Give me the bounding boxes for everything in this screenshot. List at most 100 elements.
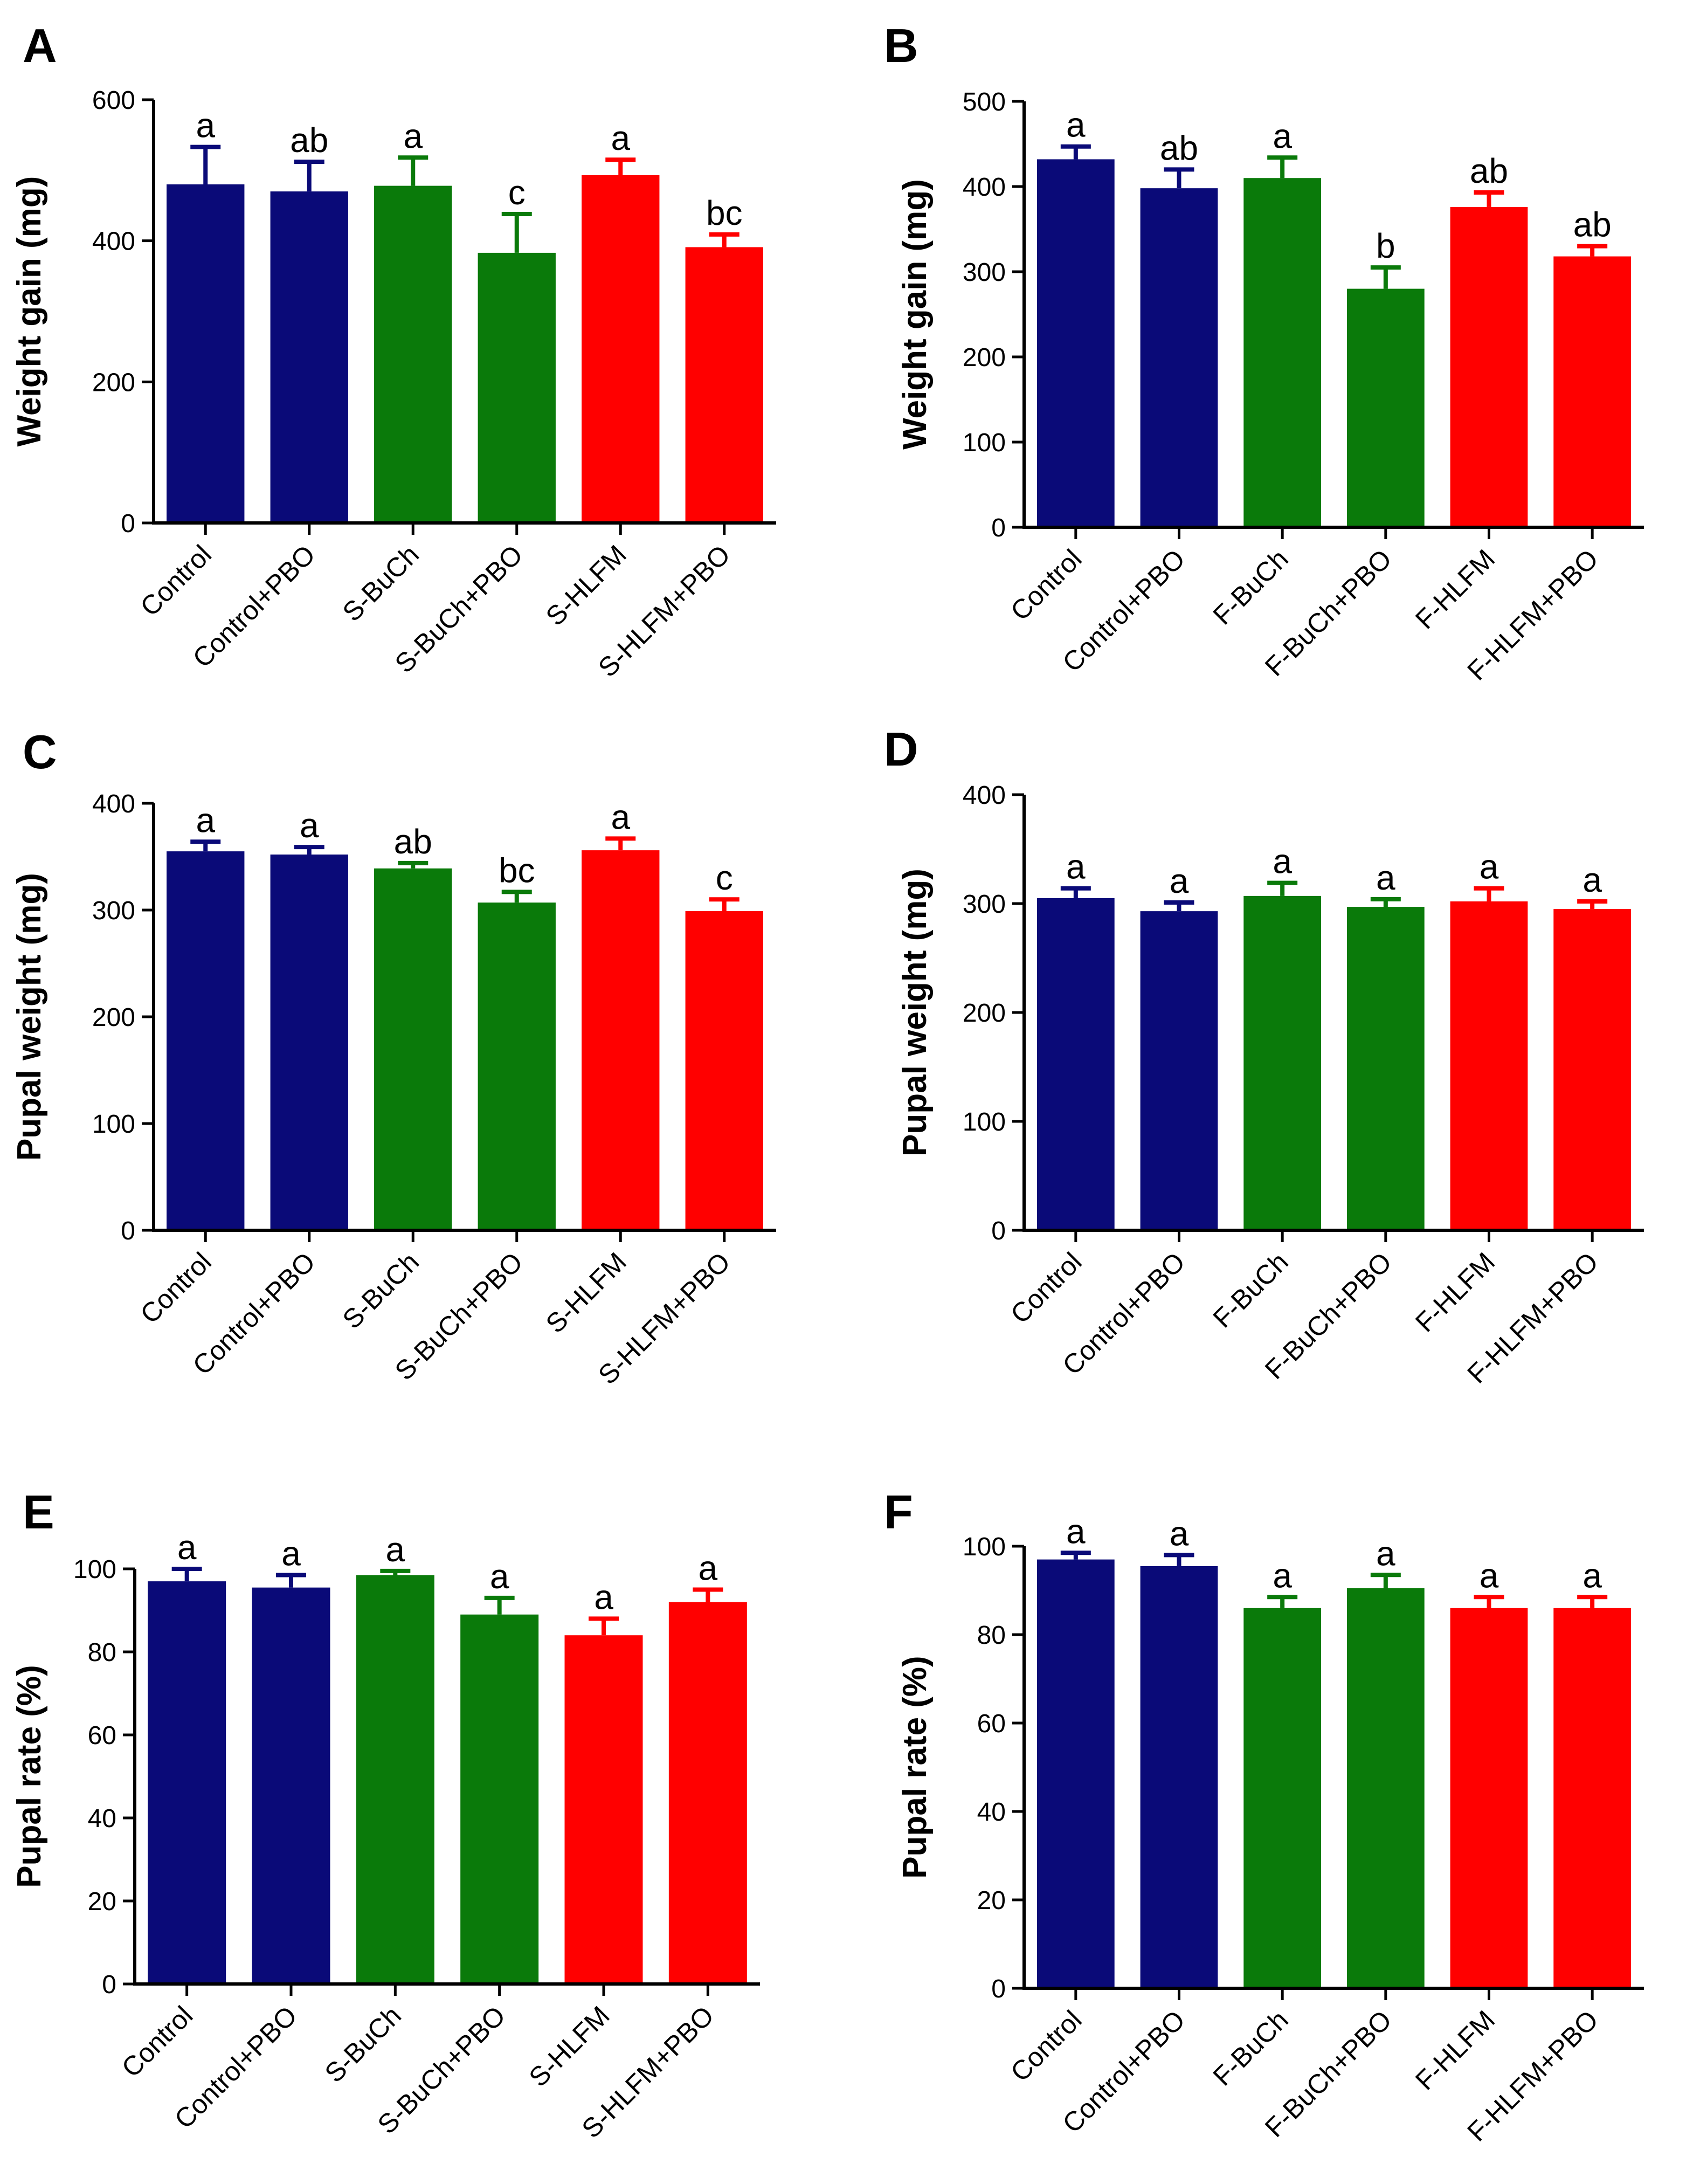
y-tick-label: 40 [977, 1798, 1006, 1827]
bar [1036, 898, 1115, 1230]
panel-letter: A [23, 19, 57, 72]
significance-letter: a [594, 1577, 613, 1616]
y-axis-label: Pupal weight (mg) [896, 869, 934, 1156]
y-tick-label: 200 [92, 1003, 135, 1032]
bar [1346, 1588, 1425, 1988]
significance-letter: ab [290, 121, 328, 160]
significance-letter: a [1066, 106, 1086, 144]
bar [356, 1575, 434, 1984]
y-tick-label: 200 [963, 999, 1006, 1028]
bar [478, 252, 556, 523]
bar [167, 851, 245, 1230]
y-tick-label: 20 [977, 1886, 1006, 1915]
y-tick-label: 60 [88, 1721, 116, 1750]
significance-letter: a [281, 1534, 301, 1573]
x-tick-label: Control [1005, 543, 1088, 626]
significance-letter: a [490, 1557, 509, 1596]
significance-letter: a [1273, 1556, 1292, 1595]
y-tick-label: 500 [963, 88, 1006, 116]
significance-letter: a [611, 119, 630, 157]
significance-letter: a [1480, 848, 1499, 886]
y-tick-label: 300 [963, 890, 1006, 919]
y-tick-label: 100 [963, 429, 1006, 457]
bar [1450, 206, 1528, 527]
bar [148, 1581, 226, 1984]
bar [374, 185, 452, 523]
x-tick-label: Control [134, 1246, 217, 1329]
bar [582, 850, 660, 1230]
x-tick-label: S-HLFM [523, 2000, 616, 2092]
bar [167, 184, 245, 523]
significance-letter: a [699, 1549, 718, 1588]
y-tick-label: 0 [121, 1217, 135, 1245]
panel-letter: C [23, 725, 57, 778]
bar [1450, 1608, 1528, 1988]
y-axis-label: Pupal weight (mg) [11, 873, 48, 1161]
significance-letter: a [196, 106, 215, 145]
panel-letter: E [23, 1485, 54, 1539]
significance-letter: a [1170, 1514, 1189, 1553]
y-tick-label: 40 [88, 1804, 116, 1833]
bar [460, 1614, 539, 1984]
x-tick-label: Control [1005, 2004, 1088, 2087]
y-tick-label: 60 [977, 1710, 1006, 1738]
bar [1553, 256, 1632, 527]
significance-letter: a [611, 797, 630, 836]
significance-letter: a [1273, 842, 1292, 881]
significance-letter: a [1066, 1512, 1086, 1551]
y-tick-label: 100 [92, 1110, 135, 1139]
bar [564, 1635, 643, 1984]
bar [1140, 1566, 1218, 1988]
axis-lines [133, 1569, 760, 1986]
x-tick-label: Control [1005, 1246, 1088, 1329]
panel-letter: B [884, 19, 918, 72]
significance-letter: a [1066, 848, 1086, 886]
significance-letter: bc [499, 851, 535, 890]
y-tick-label: 400 [92, 790, 135, 818]
x-tick-label: S-BuCh [319, 2000, 407, 2088]
bar [374, 868, 452, 1230]
significance-letter: c [508, 173, 526, 212]
significance-letter: bc [706, 194, 743, 232]
x-tick-label: S-BuCh [337, 1246, 425, 1334]
significance-letter: a [177, 1528, 197, 1567]
y-tick-label: 100 [963, 1108, 1006, 1136]
x-tick-label: F-HLFM [1409, 543, 1501, 635]
x-tick-label: Control [116, 2000, 199, 2083]
axis-lines [152, 803, 776, 1232]
bar [252, 1587, 330, 1984]
y-tick-label: 20 [88, 1887, 116, 1916]
y-tick-label: 400 [92, 228, 135, 256]
significance-letter: c [716, 858, 733, 897]
y-tick-label: 300 [963, 258, 1006, 287]
significance-letter: a [386, 1530, 405, 1569]
significance-letter: ab [1573, 205, 1612, 244]
bar [1036, 159, 1115, 527]
bar [1140, 911, 1218, 1230]
y-tick-label: 200 [963, 343, 1006, 372]
bar [1036, 1559, 1115, 1988]
bar [1553, 909, 1632, 1230]
significance-letter: ab [1470, 151, 1508, 190]
y-tick-label: 400 [963, 173, 1006, 202]
significance-letter: a [1582, 1556, 1602, 1595]
significance-letter: a [1376, 858, 1395, 897]
y-tick-label: 0 [991, 1975, 1006, 2003]
bar [270, 855, 348, 1230]
significance-letter: a [1376, 1534, 1395, 1573]
bar [1243, 1608, 1322, 1988]
significance-letter: a [1480, 1556, 1499, 1595]
y-tick-label: 0 [102, 1971, 116, 1999]
x-tick-label: F-BuCh [1207, 1246, 1294, 1333]
panel-letter: D [884, 722, 918, 776]
y-tick-label: 0 [991, 514, 1006, 542]
y-tick-label: 200 [92, 368, 135, 397]
significance-letter: a [300, 806, 319, 845]
x-tick-label: F-BuCh [1207, 2004, 1294, 2091]
bar [1243, 178, 1322, 527]
significance-letter: ab [394, 822, 432, 861]
